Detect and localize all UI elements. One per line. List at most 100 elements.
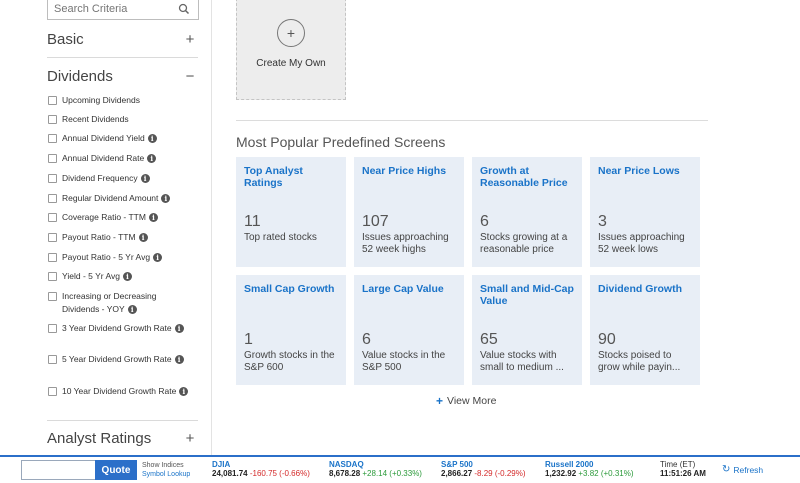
criteria-label: Payout Ratio - 5 Yr Avg i — [62, 251, 192, 264]
index-quote[interactable]: DJIA 24,081.74 -160.75 (-0.66%) — [212, 460, 310, 478]
market-time: Time (ET) 11:51:26 AM — [660, 460, 706, 478]
info-icon[interactable]: i — [138, 233, 148, 242]
criteria-sidebar: Basic + Dividends − Upcoming Dividends Re… — [0, 0, 212, 455]
criteria-checkbox[interactable] — [48, 355, 57, 364]
criteria-label: Payout Ratio - TTM i — [62, 231, 192, 244]
criteria-item[interactable]: Recent Dividends — [48, 113, 192, 126]
info-icon[interactable]: i — [147, 154, 157, 163]
search-icon[interactable] — [178, 3, 190, 15]
view-more-link[interactable]: + View More — [436, 394, 496, 408]
criteria-label: Regular Dividend Amount i — [62, 192, 192, 205]
info-icon[interactable]: i — [161, 194, 171, 203]
criteria-label-text: Recent Dividends — [62, 114, 129, 124]
screen-tile-description: Top rated stocks — [244, 232, 317, 243]
criteria-checkbox[interactable] — [48, 154, 57, 163]
screen-tile[interactable]: Small Cap Growth 1 Growth stocks in the S&… — [236, 275, 346, 385]
show-indices-link[interactable]: Show Indices — [142, 462, 184, 469]
screen-tile[interactable]: Dividend Growth 90 Stocks poised to grow w… — [590, 275, 700, 385]
screen-tile-count: 11 — [244, 213, 261, 230]
search-criteria-input[interactable] — [48, 0, 168, 19]
info-icon[interactable]: i — [148, 213, 158, 222]
criteria-checkbox[interactable] — [48, 233, 57, 242]
criteria-checkbox[interactable] — [48, 272, 57, 281]
criteria-item[interactable]: Payout Ratio - TTM i — [48, 231, 192, 244]
criteria-checkbox[interactable] — [48, 194, 57, 203]
criteria-checkbox[interactable] — [48, 96, 57, 105]
screen-tile-description: Value stocks with small to medium ... — [480, 350, 564, 373]
info-icon[interactable]: i — [140, 174, 150, 183]
criteria-item[interactable]: 5 Year Dividend Growth Rate i — [48, 353, 192, 366]
info-icon[interactable]: i — [174, 324, 184, 333]
section-title: Most Popular Predefined Screens — [236, 134, 446, 150]
criteria-item[interactable]: Regular Dividend Amount i — [48, 192, 192, 205]
criteria-label-text: Upcoming Dividends — [62, 95, 140, 105]
plus-icon[interactable]: + — [277, 19, 305, 47]
index-name[interactable]: S&P 500 — [441, 460, 473, 469]
index-value: 1,232.92 — [545, 469, 577, 478]
screen-tile[interactable]: Near Price Lows 3 Issues approaching 52 we… — [590, 157, 700, 267]
index-name[interactable]: Russell 2000 — [545, 460, 594, 469]
index-quote[interactable]: S&P 500 2,866.27 -8.29 (-0.29%) — [441, 460, 526, 478]
screen-tile-count: 107 — [362, 213, 389, 230]
index-values: 8,678.28 +28.14 (+0.33%) — [329, 469, 422, 478]
create-my-own-label: Create My Own — [256, 58, 326, 69]
criteria-checkbox[interactable] — [48, 174, 57, 183]
screen-tile[interactable]: Growth at Reasonable Price 6 Stocks growin… — [472, 157, 582, 267]
criteria-item[interactable]: Coverage Ratio - TTM i — [48, 211, 192, 224]
criteria-label-text: Dividend Frequency — [62, 173, 138, 183]
section-dividends[interactable]: Dividends − — [47, 65, 197, 87]
info-icon[interactable]: i — [174, 355, 184, 364]
criteria-item[interactable]: Annual Dividend Yield i — [48, 132, 192, 145]
criteria-item[interactable]: Annual Dividend Rate i — [48, 152, 192, 165]
criteria-item[interactable]: 3 Year Dividend Growth Rate i — [48, 322, 192, 335]
criteria-label: Coverage Ratio - TTM i — [62, 211, 192, 224]
criteria-checkbox[interactable] — [48, 115, 57, 124]
info-icon[interactable]: i — [127, 305, 137, 314]
section-analyst-ratings[interactable]: Analyst Ratings + — [47, 427, 197, 449]
index-quote[interactable]: Russell 2000 1,232.92 +3.82 (+0.31%) — [545, 460, 634, 478]
criteria-label: 3 Year Dividend Growth Rate i — [62, 322, 192, 335]
index-name[interactable]: NASDAQ — [329, 460, 364, 469]
create-my-own-card[interactable]: + Create My Own — [236, 0, 346, 100]
view-more-label: View More — [447, 395, 497, 407]
info-icon[interactable]: i — [179, 387, 189, 396]
criteria-label-text: Payout Ratio - TTM — [62, 232, 136, 242]
criteria-checkbox[interactable] — [48, 253, 57, 262]
expand-icon[interactable]: + — [185, 30, 195, 48]
quote-button[interactable]: Quote — [95, 460, 137, 480]
info-icon[interactable]: i — [122, 272, 132, 281]
expand-icon[interactable]: + — [185, 429, 195, 447]
refresh-button[interactable]: ↻ Refresh — [722, 464, 763, 475]
section-basic[interactable]: Basic + — [47, 28, 197, 50]
screen-tile-count: 1 — [244, 331, 253, 348]
criteria-checkbox[interactable] — [48, 387, 57, 396]
info-icon[interactable]: i — [153, 253, 163, 262]
collapse-icon[interactable]: − — [185, 67, 195, 85]
criteria-checkbox[interactable] — [48, 213, 57, 222]
quote-symbol-input[interactable] — [21, 460, 96, 480]
criteria-item[interactable]: Upcoming Dividends — [48, 94, 192, 107]
screen-tile-name: Growth at Reasonable Price — [480, 165, 568, 189]
symbol-lookup-link[interactable]: Symbol Lookup — [142, 471, 191, 478]
index-name[interactable]: DJIA — [212, 460, 231, 469]
info-icon[interactable]: i — [147, 134, 157, 143]
index-values: 2,866.27 -8.29 (-0.29%) — [441, 469, 526, 478]
divider — [47, 57, 198, 58]
index-quote[interactable]: NASDAQ 8,678.28 +28.14 (+0.33%) — [329, 460, 422, 478]
criteria-checkbox[interactable] — [48, 324, 57, 333]
criteria-item[interactable]: Yield - 5 Yr Avg i — [48, 270, 192, 283]
criteria-label-text: 3 Year Dividend Growth Rate — [62, 323, 172, 333]
quote-links: Show Indices Symbol Lookup — [142, 461, 190, 479]
criteria-item[interactable]: Increasing or Decreasing Dividends - YOY… — [48, 290, 192, 316]
criteria-item[interactable]: 10 Year Dividend Growth Rate i — [48, 385, 192, 398]
criteria-checkbox[interactable] — [48, 292, 57, 301]
screen-tile[interactable]: Top Analyst Ratings 11 Top rated stocks — [236, 157, 346, 267]
criteria-item[interactable]: Dividend Frequency i — [48, 172, 192, 185]
screen-tile[interactable]: Large Cap Value 6 Value stocks in the S&P … — [354, 275, 464, 385]
criteria-item[interactable]: Payout Ratio - 5 Yr Avg i — [48, 251, 192, 264]
screen-tile[interactable]: Near Price Highs 107 Issues approaching 52… — [354, 157, 464, 267]
screen-tile[interactable]: Small and Mid-Cap Value 65 Value stocks wi… — [472, 275, 582, 385]
refresh-icon: ↻ — [722, 464, 731, 475]
search-criteria-box[interactable] — [47, 0, 199, 20]
criteria-checkbox[interactable] — [48, 134, 57, 143]
